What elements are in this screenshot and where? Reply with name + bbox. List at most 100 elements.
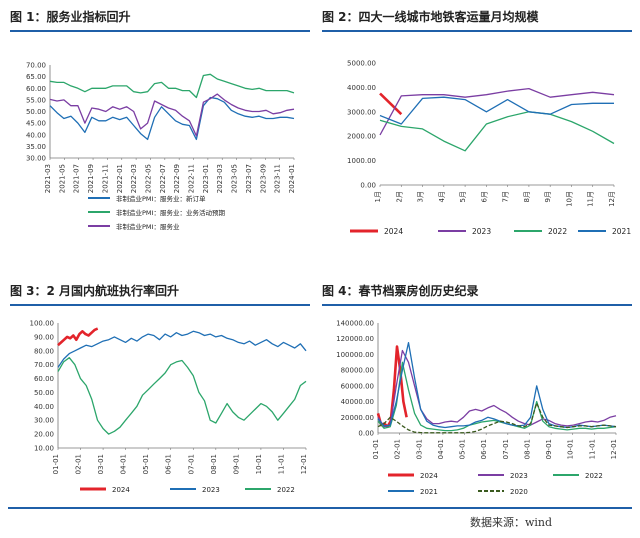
y-tick-label: 100.00 xyxy=(30,320,55,328)
chart-title-2: 图 2：四大一线城市地铁客运量月均规模 xyxy=(322,10,539,24)
x-tick-label: 03-01 xyxy=(415,439,423,459)
x-tick-label: 8月 xyxy=(523,191,531,202)
y-tick-label: 20.00 xyxy=(34,431,54,439)
x-tick-label: 2021-11 xyxy=(101,164,109,193)
legend-label: 2023 xyxy=(510,472,528,480)
chart-1-svg: 70.00 65.00 60.00 55.00 50.00 45.00 40.00 35.00… xyxy=(26,62,296,232)
title-rule-4 xyxy=(322,304,632,306)
chart-title-4: 图 4：春节档票房创历史纪录 xyxy=(322,284,479,298)
x-tick-label: 2月 xyxy=(395,191,403,202)
legend-label: 2024 xyxy=(112,486,130,494)
chart-panel-1: 图 1：服务业指标回升 70.00 65.00 60.00 55.00 50.00 45.… xyxy=(10,8,310,258)
series-line-4 xyxy=(377,402,617,434)
x-tick-label: 09-01 xyxy=(545,439,553,459)
x-tick-label: 07-01 xyxy=(502,439,510,459)
x-tick-label: 12月 xyxy=(608,191,616,207)
y-tick-label: 2000.00 xyxy=(347,133,376,141)
x-tick-label: 03-01 xyxy=(97,454,105,474)
x-tick-label: 06-01 xyxy=(165,454,173,474)
x-tick-label: 2024-01 xyxy=(288,164,296,193)
y-tick-label: 80000.00 xyxy=(341,367,374,375)
x-tick-label: 11-01 xyxy=(588,439,596,459)
y-tick-label: 80.00 xyxy=(34,347,54,355)
series-line-1 xyxy=(377,349,617,428)
x-tick-label: 2023-01 xyxy=(202,164,210,193)
series-line-3 xyxy=(377,341,617,429)
title-rule-1 xyxy=(10,30,310,32)
y-tick-label: 3000.00 xyxy=(347,108,376,116)
y-tick-label: 45.00 xyxy=(26,120,46,128)
x-tick-label: 1月 xyxy=(374,191,382,202)
chart-panel-3: 图 3：2 月国内航班执行率回升 100.00 90.00 80.00 70.00 60… xyxy=(10,282,310,504)
y-tick-label: 0.00 xyxy=(360,182,376,190)
x-tick-label: 6月 xyxy=(480,191,488,202)
x-tick-label: 07-01 xyxy=(187,454,195,474)
x-tick-label: 10月 xyxy=(565,191,573,207)
x-tick-label: 4月 xyxy=(438,191,446,202)
series-line-3 xyxy=(379,96,614,125)
series-line-2 xyxy=(49,93,295,137)
x-tick-label: 3月 xyxy=(417,191,425,202)
x-tick-label: 2022-09 xyxy=(173,164,181,193)
legend-label: 非制造业PMI：服务业：新订单 xyxy=(116,194,206,203)
series-line-1 xyxy=(379,87,615,136)
x-tick-label: 11-01 xyxy=(277,454,285,474)
x-tick-label: 10-01 xyxy=(255,454,263,474)
title-rule-3 xyxy=(10,304,310,306)
legend-label: 2022 xyxy=(585,472,603,480)
legend-label: 2022 xyxy=(548,227,567,236)
x-tick-label: 01-01 xyxy=(52,454,60,474)
chart-4-svg: 140000.00 120000.00 100000.00 80000.00 60000… xyxy=(336,320,618,497)
x-tick-label: 5月 xyxy=(459,191,467,202)
series-line-2 xyxy=(57,357,307,435)
x-tick-label: 04-01 xyxy=(120,454,128,474)
chart-2-svg: 5000.004000.003000.002000.001000.000.001… xyxy=(347,60,631,237)
title-rule-2 xyxy=(322,30,632,32)
x-tick-label: 04-01 xyxy=(437,439,445,459)
x-tick-label: 9月 xyxy=(544,191,552,202)
x-tick-label: 09-01 xyxy=(232,454,240,474)
x-tick-label: 2021-07 xyxy=(73,164,81,193)
x-tick-label: 2022-05 xyxy=(144,164,152,193)
x-tick-label: 06-01 xyxy=(480,439,488,459)
y-tick-label: 90.00 xyxy=(34,333,54,341)
x-tick-label: 2021-05 xyxy=(58,164,66,193)
y-tick-label: 55.00 xyxy=(26,96,46,104)
y-tick-label: 20000.00 xyxy=(341,414,374,422)
legend-label: 非制造业PMI：服务业 xyxy=(116,222,180,231)
y-tick-label: 1000.00 xyxy=(347,157,376,165)
x-tick-label: 05-01 xyxy=(142,454,150,474)
x-tick-label: 2021-09 xyxy=(87,164,95,193)
x-tick-label: 08-01 xyxy=(523,439,531,459)
x-tick-label: 2022-07 xyxy=(159,164,167,193)
bottom-rule xyxy=(8,507,632,509)
y-tick-label: 60.00 xyxy=(34,375,54,383)
y-tick-label: 30.00 xyxy=(26,155,46,163)
y-tick-label: 4000.00 xyxy=(347,84,376,92)
x-tick-label: 2023-05 xyxy=(231,164,239,193)
x-tick-label: 2023-11 xyxy=(274,164,282,193)
y-tick-label: 70.00 xyxy=(26,62,46,70)
chart-title-3: 图 3：2 月国内航班执行率回升 xyxy=(10,284,180,298)
x-tick-label: 10-01 xyxy=(567,439,575,459)
source-note: 数据来源：wind xyxy=(470,516,553,529)
y-tick-label: 140000.00 xyxy=(336,320,374,328)
series-line-1 xyxy=(57,330,307,368)
y-tick-label: 40000.00 xyxy=(341,398,374,406)
x-tick-label: 2022-01 xyxy=(116,164,124,193)
x-tick-label: 05-01 xyxy=(459,439,467,459)
y-tick-label: 35.00 xyxy=(26,143,46,151)
y-tick-label: 40.00 xyxy=(34,403,54,411)
x-tick-label: 2023-07 xyxy=(245,164,253,193)
x-tick-label: 2023-09 xyxy=(259,164,267,193)
x-tick-label: 2022-03 xyxy=(130,164,138,193)
y-tick-label: 10.00 xyxy=(34,445,54,453)
y-tick-label: 30.00 xyxy=(34,417,54,425)
series-line-0 xyxy=(379,92,403,116)
series-line-0 xyxy=(57,327,99,347)
y-tick-label: 50.00 xyxy=(26,108,46,116)
series-line-2 xyxy=(379,111,615,152)
legend-label: 2022 xyxy=(277,486,295,494)
y-tick-label: 60000.00 xyxy=(341,382,374,390)
x-tick-label: 08-01 xyxy=(210,454,218,474)
